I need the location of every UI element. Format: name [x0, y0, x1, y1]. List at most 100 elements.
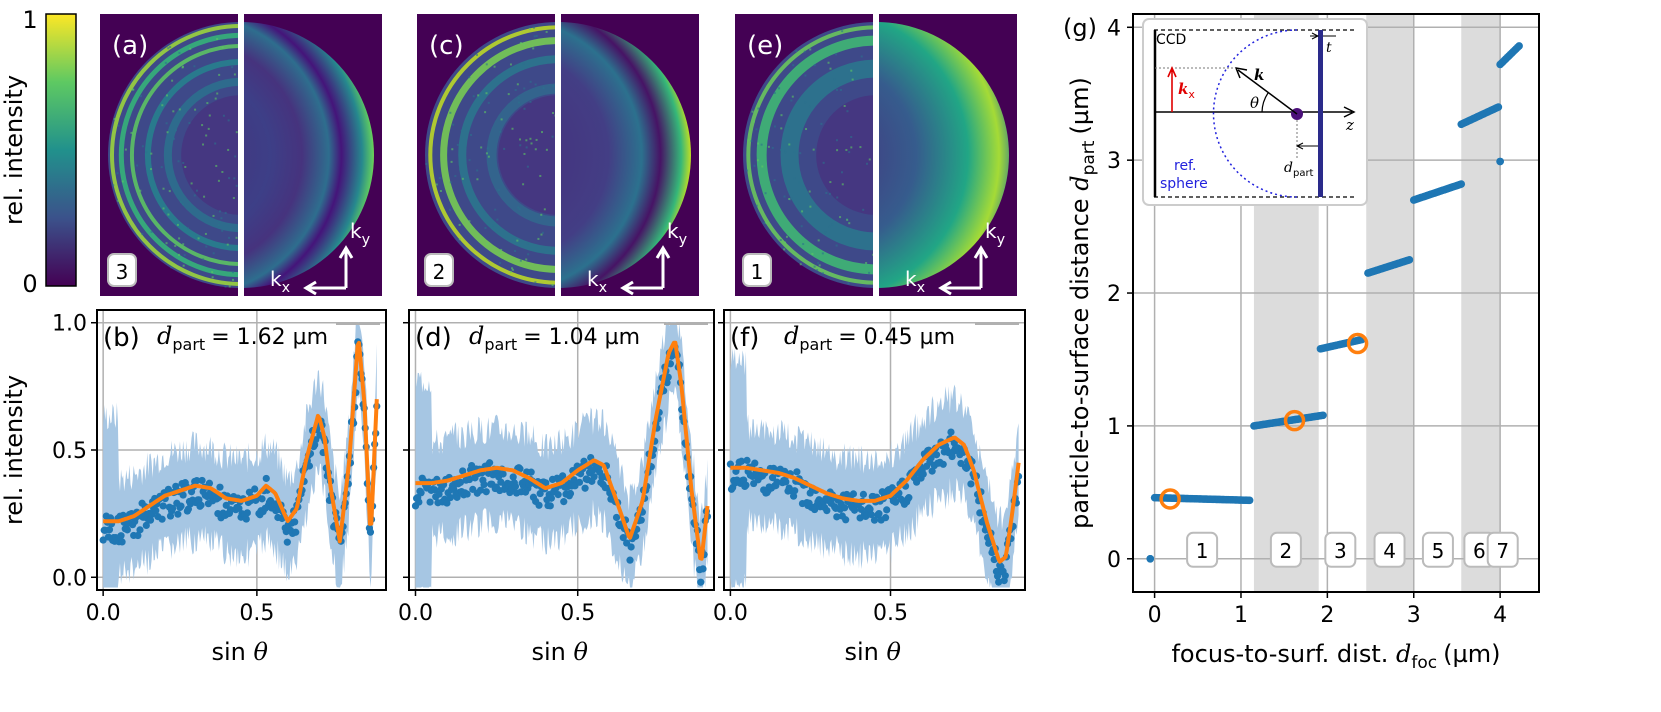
data-point: [459, 467, 467, 475]
experiment-ring: [746, 25, 873, 285]
data-point: [174, 510, 182, 518]
data-point: [905, 494, 913, 502]
simulation-disc: [561, 22, 691, 288]
experiment-speckle: [476, 178, 479, 181]
ky-arrow: [973, 245, 989, 288]
experiment-speckle: [779, 148, 782, 151]
data-point: [146, 516, 155, 524]
experiment-speckle: [757, 107, 760, 110]
k-label: k: [1254, 66, 1264, 84]
theta-arc: [1261, 92, 1269, 113]
experiment-speckle: [756, 159, 759, 162]
experiment-speckle: [486, 243, 489, 246]
y-tick-label: 2: [1107, 282, 1121, 307]
data-point: [477, 486, 485, 494]
shaded-region: [1366, 14, 1414, 592]
experiment-speckle: [184, 165, 187, 168]
experiment-speckle: [483, 210, 486, 213]
experiment-speckle: [523, 87, 526, 90]
experiment-speckle: [811, 252, 814, 255]
experiment-speckle: [509, 270, 512, 273]
experiment-speckle: [450, 160, 453, 163]
experiment-speckle: [456, 143, 459, 146]
experiment-speckle: [552, 84, 555, 87]
experiment-speckle: [217, 179, 220, 182]
data-point: [554, 491, 562, 499]
experiment-speckle: [227, 148, 230, 151]
intensity-badge: [742, 253, 772, 287]
experiment-speckle: [461, 177, 464, 180]
experiment-speckle: [788, 143, 791, 146]
experiment-speckle: [470, 133, 473, 136]
data-point: [482, 488, 490, 496]
data-point: [509, 473, 517, 481]
experiment-speckle: [783, 195, 786, 198]
experiment-speckle: [486, 147, 489, 150]
experiment-speckle: [529, 27, 532, 30]
experiment-speckle: [535, 138, 538, 141]
experiment-speckle: [753, 164, 756, 167]
experiment-speckle: [167, 213, 170, 216]
experiment-speckle: [805, 128, 808, 131]
data-point: [1494, 103, 1503, 111]
experiment-speckle: [458, 238, 461, 241]
experiment-speckle: [136, 164, 139, 167]
experiment-speckle: [162, 187, 165, 190]
experiment-speckle: [454, 175, 457, 178]
experiment-speckle: [779, 239, 782, 242]
experiment-speckle: [472, 95, 475, 98]
experiment-speckle: [540, 213, 543, 216]
y-tick-label: 1.0: [52, 312, 87, 337]
experiment-speckle: [451, 148, 454, 151]
data-point: [1457, 180, 1466, 188]
experiment-speckle: [747, 138, 750, 141]
kx-label-main: k: [270, 267, 282, 291]
experiment-speckle: [176, 223, 179, 226]
kx-label-main: k: [905, 267, 917, 291]
experiment-ring: [428, 25, 555, 285]
data-point: [867, 510, 875, 519]
experiment-speckle: [821, 272, 824, 275]
sin-text: sin: [532, 638, 574, 666]
experiment-speckle: [813, 265, 816, 268]
experiment-speckle: [150, 168, 153, 171]
data-point: [1405, 256, 1414, 264]
experiment-speckle: [543, 208, 546, 211]
fit-line: [102, 340, 379, 544]
data-point: [881, 514, 890, 522]
kx-label-sub: x: [917, 280, 926, 296]
experiment-speckle: [190, 182, 193, 185]
experiment-speckle: [790, 99, 793, 102]
experiment-speckle: [822, 161, 825, 164]
experiment-speckle: [211, 276, 214, 279]
experiment-speckle: [836, 196, 839, 199]
experiment-speckle: [182, 161, 185, 164]
kx-label: kx: [905, 267, 926, 296]
dpart-sub: part: [1293, 168, 1314, 179]
data-point: [833, 513, 841, 521]
experiment-speckle: [476, 169, 479, 172]
experiment-speckle: [141, 145, 144, 148]
experiment-speckle: [179, 200, 182, 203]
experiment-speckle: [487, 101, 490, 104]
experiment-speckle: [224, 285, 227, 288]
experiment-speckle: [525, 139, 528, 142]
experiment-speckle: [836, 85, 839, 88]
data-point: [283, 538, 291, 546]
data-point: [859, 490, 868, 498]
experiment-speckle: [760, 143, 763, 146]
data-point: [169, 504, 177, 513]
experiment-speckle: [468, 220, 471, 223]
data-point: [242, 515, 250, 523]
experiment-speckle: [150, 230, 153, 233]
region-badge-label: 3: [1334, 539, 1347, 563]
ky-arrow: [655, 245, 671, 288]
d-subscript: part: [484, 335, 517, 354]
region-badge-label: 5: [1432, 539, 1445, 563]
experiment-speckle: [132, 88, 135, 91]
d-part-annotation: dpart = 1.62 µm: [157, 322, 328, 354]
experiment-speckle: [828, 192, 831, 195]
surface-slab: [1318, 30, 1323, 197]
